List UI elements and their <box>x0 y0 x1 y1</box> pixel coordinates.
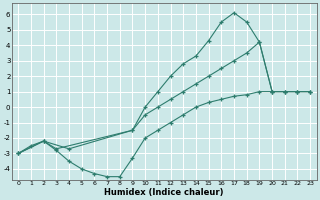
X-axis label: Humidex (Indice chaleur): Humidex (Indice chaleur) <box>104 188 224 197</box>
